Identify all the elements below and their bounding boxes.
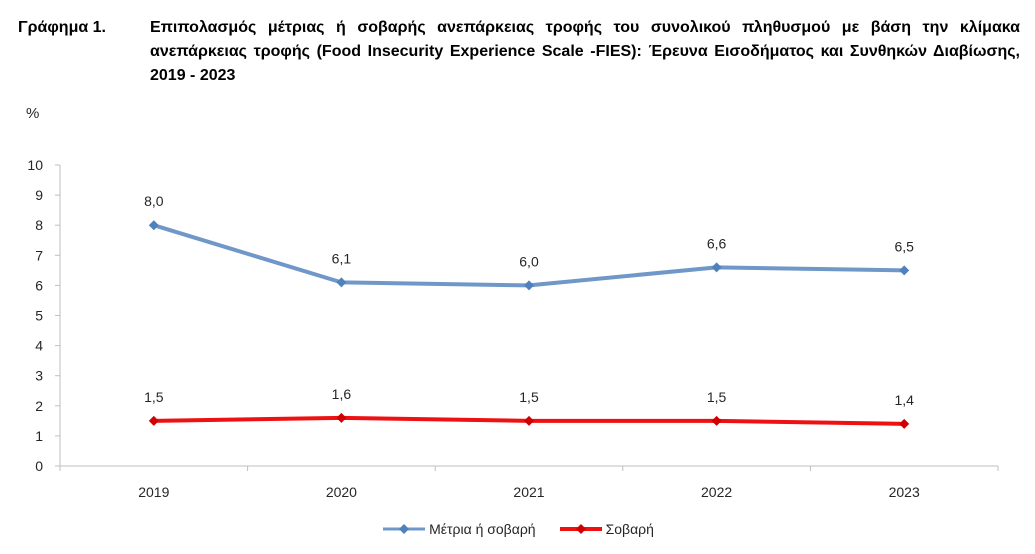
data-point — [899, 265, 910, 276]
legend-swatch-severe — [559, 524, 602, 534]
data-point — [336, 412, 347, 423]
data-point — [711, 415, 722, 426]
y-tick-label: 9 — [35, 187, 43, 203]
y-tick-label: 7 — [35, 247, 43, 263]
data-label: 6,5 — [894, 238, 914, 254]
y-tick-label: 3 — [35, 368, 43, 384]
data-point — [148, 415, 159, 426]
legend-swatch-moderate — [383, 524, 426, 534]
x-tick-label: 2021 — [513, 484, 544, 500]
legend-item-moderate: Μέτρια ή σοβαρή — [381, 521, 536, 537]
data-label: 6,0 — [519, 253, 539, 269]
y-tick-label: 5 — [35, 308, 43, 324]
data-label: 1,6 — [332, 386, 352, 402]
data-label: 1,4 — [894, 392, 914, 408]
data-label: 1,5 — [519, 389, 539, 405]
data-point — [711, 262, 722, 273]
figure-title: Επιπολασμός μέτριας ή σοβαρής ανεπάρκεια… — [150, 19, 1020, 84]
legend-label-moderate: Μέτρια ή σοβαρή — [429, 521, 536, 537]
data-label: 6,1 — [332, 250, 352, 266]
legend-label-severe: Σοβαρή — [605, 521, 654, 537]
x-tick-label: 2020 — [326, 484, 357, 500]
data-point — [148, 220, 159, 231]
y-tick-label: 4 — [35, 338, 43, 354]
y-tick-label: 6 — [35, 277, 43, 293]
x-tick-label: 2022 — [701, 484, 732, 500]
y-axis-unit: % — [26, 105, 40, 122]
x-tick-label: 2019 — [138, 484, 169, 500]
data-label: 8,0 — [144, 193, 164, 209]
figure-number: Γράφημα 1. — [18, 19, 106, 36]
data-point — [524, 280, 534, 291]
line-chart: 0 1 2 3 4 5 6 7 8 9 10 2019 2020 2021 2022 2023 8,0 6,1 6,… — [27, 157, 999, 500]
data-label: 6,6 — [707, 235, 727, 251]
y-tick-label: 2 — [35, 398, 43, 414]
data-label: 1,5 — [144, 389, 164, 405]
y-tick-label: 8 — [35, 217, 43, 233]
legend-item-severe: Σοβαρή — [558, 521, 654, 537]
data-label: 1,5 — [707, 389, 727, 405]
y-tick-label: 0 — [35, 458, 43, 474]
y-tick-label: 10 — [27, 157, 43, 173]
data-point — [899, 418, 910, 429]
data-point — [524, 415, 534, 426]
y-tick-label: 1 — [35, 428, 43, 444]
legend: Μέτρια ή σοβαρή Σοβαρή — [0, 521, 1035, 537]
x-tick-label: 2023 — [889, 484, 920, 500]
data-point — [336, 277, 347, 288]
